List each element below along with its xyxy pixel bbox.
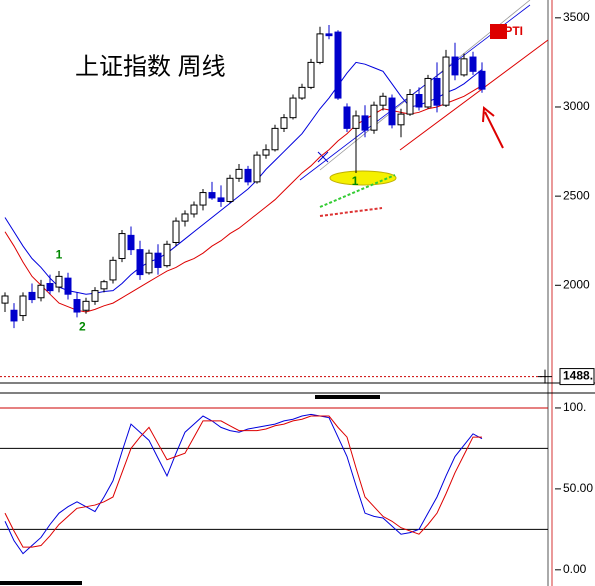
candle-body [235, 168, 243, 179]
candle-body [424, 77, 432, 108]
candle-body [262, 149, 270, 156]
chart-title: 上证指数 周线 [75, 53, 226, 80]
y-tick-label: 2000 [563, 277, 590, 291]
candle-body [406, 94, 414, 115]
candle-body [361, 115, 369, 131]
candle-body [100, 281, 108, 290]
y-tick-label: 50.00 [563, 481, 593, 495]
candle-body [217, 197, 225, 202]
trend-line [399, 39, 549, 151]
candle-body [226, 177, 234, 202]
y-tick-label: 2500 [563, 188, 590, 202]
annotation: 1 [352, 174, 359, 188]
candle-body [460, 58, 468, 76]
badge: 36PTI [491, 24, 523, 38]
line-series [4, 415, 482, 548]
candle-body [136, 249, 144, 276]
y-tick-label: 0.00 [563, 562, 587, 576]
candle-body [37, 284, 45, 299]
candle-body [154, 252, 162, 268]
y-tick-label: 3000 [563, 99, 590, 113]
candle-body [73, 299, 81, 313]
candle-body [334, 31, 342, 99]
candle-body [433, 77, 441, 106]
candle-body [19, 295, 27, 317]
cursor-cross [538, 369, 552, 384]
candle-body [298, 86, 306, 99]
candle-body [415, 94, 423, 108]
scroll-bar [0, 581, 82, 585]
candle-body [307, 61, 315, 88]
candle-body [1, 295, 9, 304]
candle-body [46, 283, 54, 292]
candle-body [244, 168, 252, 183]
candle-body [379, 95, 387, 106]
candle-body [199, 192, 207, 206]
candle-body [10, 309, 18, 322]
candle-body [316, 33, 324, 63]
candle-body [478, 70, 486, 90]
candle-body [271, 127, 279, 151]
highlight [329, 170, 397, 186]
candle-body [451, 56, 459, 76]
candle-body [82, 300, 90, 311]
candle-body [163, 243, 171, 267]
candle-body [127, 234, 135, 251]
candle-body [145, 252, 153, 274]
candle-body [289, 97, 297, 119]
candle-body [469, 56, 477, 72]
candle-body [325, 33, 333, 37]
candle-body [343, 106, 351, 129]
line-series [4, 85, 483, 313]
candle-body [253, 154, 261, 183]
candle-body [352, 115, 360, 129]
marker [317, 151, 329, 163]
badge-box [490, 24, 507, 39]
line-series [4, 61, 483, 295]
candle-body [181, 213, 189, 222]
candle-body [55, 275, 63, 288]
y-tick-label: 3500 [563, 10, 590, 24]
candle-body [388, 97, 396, 126]
y-tick-label: 100. [563, 400, 586, 414]
arrow-head [482, 106, 495, 123]
candle-body [28, 291, 36, 301]
candle-body [397, 113, 405, 126]
cursor-box [559, 368, 595, 386]
candle-body [190, 204, 198, 215]
candle-body [442, 56, 450, 106]
candle-body [109, 259, 117, 281]
candle-body [64, 277, 72, 295]
cursor-label: 1488. [563, 369, 593, 383]
marker-row [319, 207, 383, 217]
annotation: 2 [79, 320, 86, 334]
marker-row [319, 174, 396, 208]
candle-body [370, 104, 378, 131]
candle-body [208, 192, 216, 199]
scroll-bar [315, 395, 380, 399]
candle-body [280, 117, 288, 129]
candle-body [91, 290, 99, 302]
arrow [484, 111, 504, 149]
candle-body [118, 233, 126, 260]
candle-body [172, 220, 180, 243]
annotation: 1 [56, 247, 63, 261]
